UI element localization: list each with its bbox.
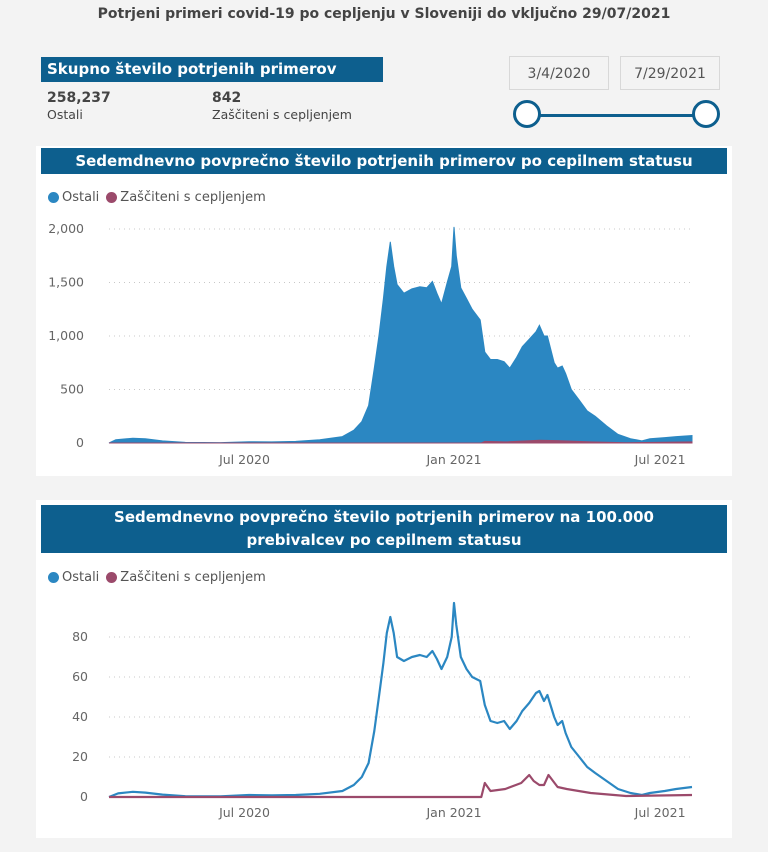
legend-dot-zasciteni <box>106 572 118 583</box>
legend-item-ostali[interactable]: Ostali <box>48 190 99 205</box>
x-tick-label: Jul 2021 <box>634 452 686 467</box>
legend-cases: Ostali Zaščiteni s cepljenjem <box>48 190 273 205</box>
date-slider-track[interactable] <box>528 114 706 117</box>
y-tick-label: 1,500 <box>48 275 84 290</box>
kpi-ostali: 258,237 Ostali <box>47 90 111 122</box>
x-tick-label: Jul 2021 <box>634 805 686 820</box>
series-zasciteni-area <box>109 439 693 444</box>
x-tick-label: Jul 2020 <box>218 805 270 820</box>
y-tick-label: 500 <box>60 382 84 397</box>
legend-item-ostali[interactable]: Ostali <box>48 570 99 585</box>
chart-title-cases: Sedemdnevno povprečno število potrjenih … <box>41 148 727 174</box>
start-date-input[interactable]: 3/4/2020 <box>509 56 609 90</box>
y-tick-label: 40 <box>72 709 88 724</box>
date-slider-start-handle[interactable] <box>513 100 541 128</box>
legend-label-zasciteni: Zaščiteni s cepljenjem <box>120 190 266 205</box>
legend-item-zasciteni[interactable]: Zaščiteni s cepljenjem <box>106 570 266 585</box>
series-ostali-line <box>108 601 693 799</box>
chart-title-per100k: Sedemdnevno povprečno število potrjenih … <box>41 505 727 553</box>
legend-dot-ostali <box>48 572 59 583</box>
legend-dot-ostali <box>48 192 59 203</box>
kpi-zasciteni-value: 842 <box>212 90 242 106</box>
legend-item-zasciteni[interactable]: Zaščiteni s cepljenjem <box>106 190 266 205</box>
page-title: Potrjeni primeri covid-19 po cepljenju v… <box>97 6 671 22</box>
legend-dot-zasciteni <box>106 192 118 203</box>
chart-panel-per100k: Sedemdnevno povprečno število potrjenih … <box>36 500 732 838</box>
y-tick-label: 2,000 <box>48 221 84 236</box>
y-tick-label: 80 <box>72 629 88 644</box>
legend-label-zasciteni: Zaščiteni s cepljenjem <box>120 570 266 585</box>
y-tick-label: 0 <box>76 435 84 450</box>
x-tick-label: Jan 2021 <box>425 452 481 467</box>
y-tick-label: 1,000 <box>48 328 84 343</box>
y-tick-label: 20 <box>72 749 88 764</box>
series-zasciteni-line <box>109 773 693 799</box>
kpi-zasciteni: 842 Zaščiteni s cepljenjem <box>212 90 352 122</box>
y-tick-label: 60 <box>72 669 88 684</box>
date-slider-end-handle[interactable] <box>692 100 720 128</box>
legend-per100k: Ostali Zaščiteni s cepljenjem <box>48 570 273 585</box>
x-tick-label: Jan 2021 <box>425 805 481 820</box>
legend-label-ostali: Ostali <box>62 190 100 205</box>
kpi-zasciteni-label: Zaščiteni s cepljenjem <box>212 107 352 122</box>
x-tick-label: Jul 2020 <box>218 452 270 467</box>
chart-panel-cases: Sedemdnevno povprečno število potrjenih … <box>36 146 732 476</box>
y-tick-label: 0 <box>80 789 88 804</box>
chart-cases: 0 500 1,000 1,500 2,000 Jul 2020 Jan 2021 Jul 2… <box>48 221 693 467</box>
kpi-ostali-value: 258,237 <box>47 90 111 106</box>
chart-per100k: 0 20 40 60 80 Jul 2020 Jan 2021 Jul 2021 <box>72 601 693 820</box>
legend-label-ostali: Ostali <box>62 570 100 585</box>
series-ostali-area <box>108 226 693 444</box>
kpi-ostali-label: Ostali <box>47 107 83 122</box>
end-date-input[interactable]: 7/29/2021 <box>620 56 720 90</box>
kpi-header: Skupno število potrjenih primerov <box>41 57 383 82</box>
